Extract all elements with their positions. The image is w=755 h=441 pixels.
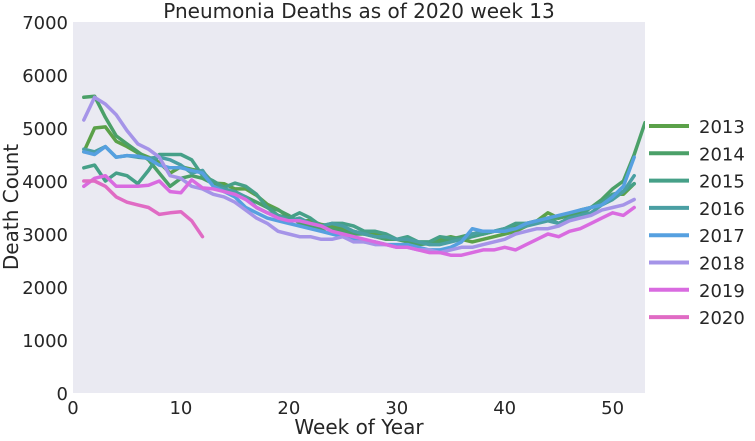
series-line-2018 [82,95,636,255]
legend-label-2015: 2015 [699,172,745,193]
legend-label-2016: 2016 [699,199,745,220]
y-tick-label: 0 [57,384,68,405]
y-tick-labels: 0 1000 2000 3000 4000 5000 6000 7000 [22,13,68,405]
y-tick-label: 1000 [22,331,68,352]
legend-label-2020: 2020 [699,308,745,329]
legend-label-2019: 2019 [699,281,745,302]
x-tick-label: 20 [277,398,300,419]
plot-background [73,22,645,393]
legend-label-2018: 2018 [699,254,745,275]
y-tick-label: 4000 [22,172,68,193]
x-axis-label: Week of Year [294,415,424,439]
series-line-2019 [82,173,636,257]
legend-label-2017: 2017 [699,226,745,247]
y-tick-label: 5000 [22,119,68,140]
series-line-2020 [82,179,205,239]
series-lines [82,94,645,257]
series-line-2016 [82,144,636,247]
legend: 2013 2014 2015 2016 2017 2018 2019 2020 [649,117,745,329]
x-tick-label: 0 [67,398,78,419]
x-tick-labels: 0 10 20 30 40 50 [67,398,624,419]
chart-title: Pneumonia Deaths as of 2020 week 13 [163,0,554,23]
x-tick-label: 40 [493,398,516,419]
legend-label-2014: 2014 [699,144,745,165]
y-axis-label: Death Count [0,144,23,270]
legend-label-2013: 2013 [699,117,745,138]
y-tick-label: 7000 [22,13,68,34]
y-tick-label: 3000 [22,225,68,246]
x-tick-label: 50 [601,398,624,419]
x-tick-label: 30 [385,398,408,419]
y-tick-label: 6000 [22,66,68,87]
y-tick-label: 2000 [22,278,68,299]
x-tick-label: 10 [169,398,192,419]
